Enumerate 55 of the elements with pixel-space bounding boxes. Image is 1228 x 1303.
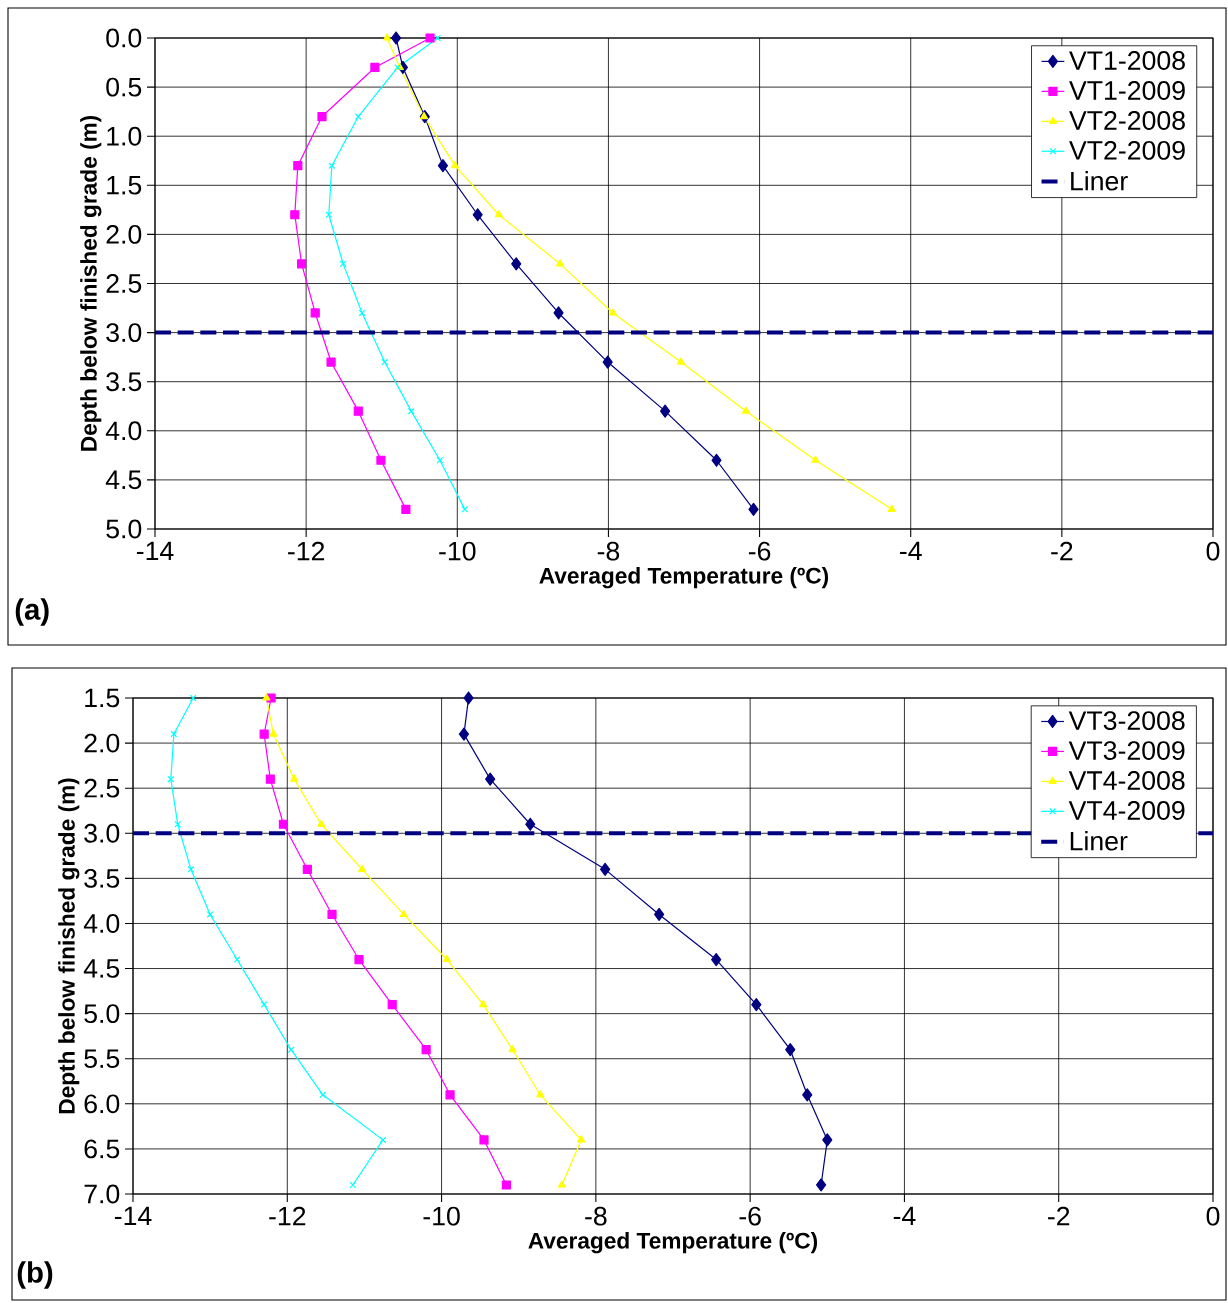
- legend-label: VT3-2008: [1068, 711, 1185, 731]
- x-tick-label: -10: [439, 541, 476, 561]
- x-tick-label: -10: [423, 1206, 460, 1226]
- x-tick-label: -12: [269, 1206, 306, 1226]
- legend-label: VT2-2009: [1069, 140, 1185, 160]
- x-tick-label: -8: [585, 1206, 607, 1226]
- x-tick-label: 0: [1206, 1206, 1220, 1226]
- y-tick-label: 2.5: [84, 778, 120, 798]
- x-tick-label: -6: [748, 541, 771, 561]
- x-axis-title: Averaged Temperature (ºC): [539, 567, 829, 589]
- text: (a): [15, 598, 49, 626]
- y-tick-label: 4.0: [105, 421, 142, 441]
- x-tick-label: -8: [597, 541, 620, 561]
- x-tick-label: -2: [1051, 541, 1073, 561]
- y-tick-label: 0.0: [106, 28, 142, 48]
- legend-label: VT1-2008: [1069, 51, 1185, 70]
- text: (b): [17, 1261, 53, 1289]
- x-axis-title: Averaged Temperature (ºC): [528, 1232, 818, 1254]
- x-tick-label: -2: [1048, 1206, 1070, 1226]
- y-tick-label: 4.0: [83, 914, 120, 933]
- legend-label: VT3-2009: [1068, 741, 1185, 760]
- legend-label: VT4-2008: [1068, 771, 1185, 790]
- ref-line-label: Liner: [1070, 830, 1128, 851]
- x-tick-label: 0: [1206, 541, 1220, 561]
- y-tick-label: 4.5: [83, 959, 120, 978]
- x-tick-label: -4: [893, 1206, 916, 1226]
- y-tick-label: 5.0: [84, 1004, 120, 1024]
- y-tick-label: 6.5: [84, 1139, 120, 1159]
- y-tick-label: 1.5: [107, 176, 142, 195]
- y-tick-label: 5.5: [84, 1049, 120, 1069]
- y-tick-label: 2.5: [106, 274, 142, 293]
- y-tick-label: 2.0: [106, 224, 142, 244]
- x-tick-label: -6: [739, 1206, 761, 1226]
- y-tick-label: 1.0: [107, 126, 142, 146]
- x-tick-label: -14: [114, 1206, 152, 1226]
- y-tick-label: 4.5: [105, 470, 142, 490]
- y-tick-label: 1.5: [85, 688, 120, 708]
- y-tick-label: 7.0: [84, 1184, 120, 1204]
- y-tick-label: 2.0: [84, 733, 120, 753]
- y-tick-label: 3.5: [106, 372, 142, 392]
- y-tick-label: 0.5: [106, 77, 142, 97]
- y-axis-title: Depth below finished grade (m): [80, 115, 102, 451]
- legend-label: VT4-2009: [1068, 801, 1185, 820]
- x-tick-label: -12: [288, 541, 325, 561]
- y-axis-title: Depth below finished grade (m): [58, 778, 80, 1114]
- y-tick-label: 5.0: [106, 519, 142, 539]
- y-tick-label: 3.0: [84, 823, 120, 843]
- legend-label: VT2-2008: [1069, 111, 1185, 130]
- legend-label: Liner: [1071, 170, 1128, 191]
- x-tick-label: -14: [136, 541, 174, 561]
- x-tick-label: -4: [900, 541, 922, 561]
- y-tick-label: 3.5: [84, 868, 120, 888]
- legend-label: VT1-2009: [1069, 81, 1185, 100]
- y-tick-label: 3.0: [106, 323, 142, 343]
- y-tick-label: 6.0: [84, 1094, 120, 1114]
